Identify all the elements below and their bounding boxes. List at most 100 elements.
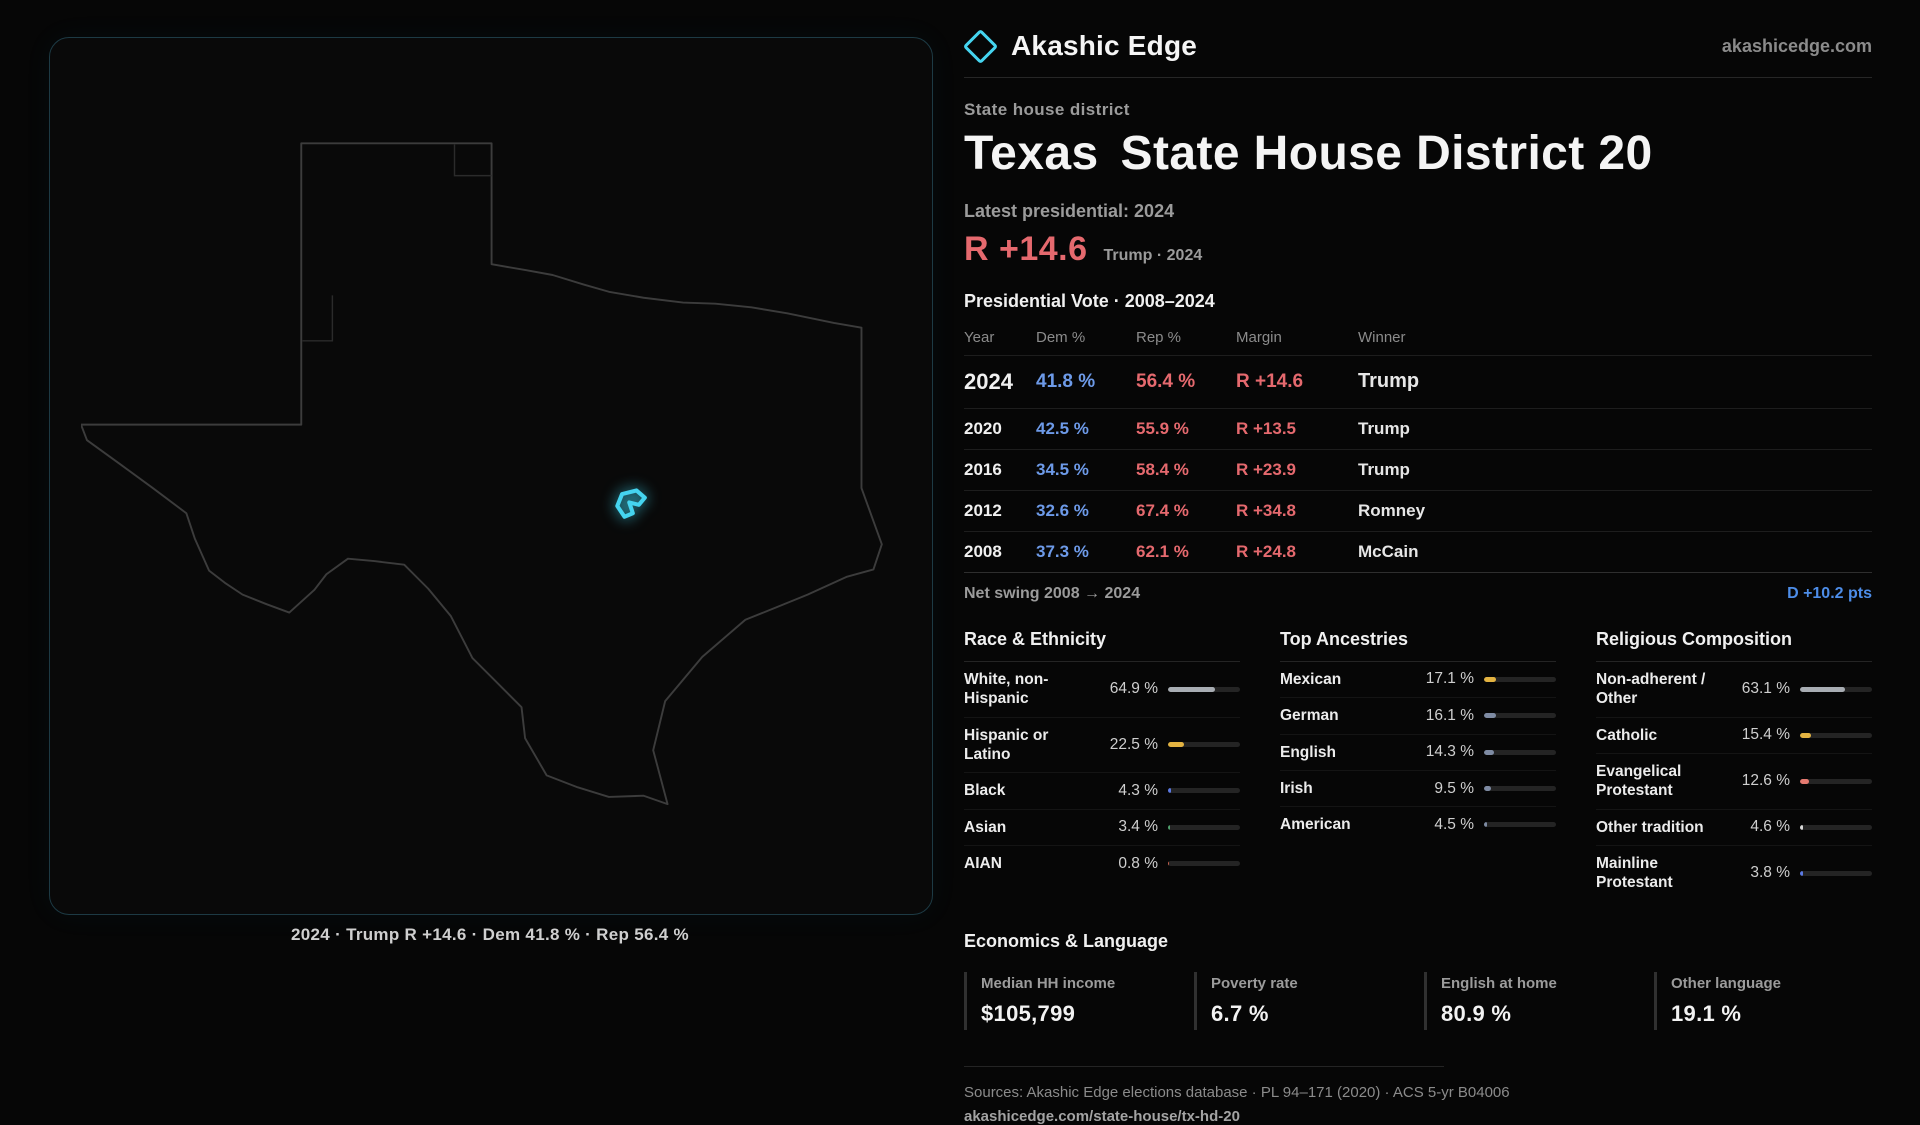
demo-label: AIAN <box>964 855 1002 873</box>
net-swing-row: Net swing 2008 → 2024 D +10.2 pts <box>964 571 1872 607</box>
demo-row: Mexican 17.1 % <box>1280 662 1556 699</box>
stat-label: Poverty rate <box>1211 974 1298 992</box>
vote-cell-winner: McCain <box>1358 541 1419 561</box>
demographics-section: Race & Ethnicity White, non-Hispanic 64.9… <box>964 629 1872 901</box>
vote-cell-dem: 34.5 % <box>1036 459 1089 479</box>
demo-bar <box>1800 824 1872 830</box>
map-caption: 2024 · Trump R +14.6 · Dem 41.8 % · Rep … <box>291 925 689 944</box>
demo-row: Other tradition 4.6 % <box>1596 810 1872 847</box>
map-detail-lines <box>302 144 492 342</box>
demo-value: 3.4 % <box>1118 818 1158 836</box>
demo-label: Black <box>964 782 1006 800</box>
vote-row-2012: 2012 32.6 % 67.4 % R +34.8 Romney <box>964 489 1872 531</box>
stat-poverty-rate: Poverty rate 6.7 % <box>1194 971 1412 1030</box>
demo-label: Mainline Protestant <box>1596 855 1673 892</box>
vote-cell-dem: 37.3 % <box>1036 541 1089 561</box>
demo-value: 14.3 % <box>1425 743 1474 761</box>
demo-row: AIAN 0.8 % <box>964 846 1240 881</box>
headline-margin-row: R +14.6 Trump · 2024 <box>964 230 1872 269</box>
vote-row-2024: 2024 41.8 % 56.4 % R +14.6 Trump <box>964 354 1872 408</box>
demo-label: Non-adherent / Other <box>1596 670 1706 708</box>
demo-label: English <box>1280 743 1336 761</box>
vote-cell-rep: 67.4 % <box>1136 500 1189 520</box>
report-header: Akashic Edge akashicedge.com <box>962 28 1872 78</box>
demo-value: 4.5 % <box>1434 815 1474 833</box>
vote-cell-dem: 32.6 % <box>1036 500 1089 520</box>
top-ancestries-column: Top Ancestries Mexican 17.1 % German 16.1 %… <box>1280 629 1556 901</box>
race-ethnicity-title: Race & Ethnicity <box>964 629 1240 662</box>
vote-cell-winner: Romney <box>1358 500 1426 520</box>
demo-bar <box>1800 686 1872 692</box>
district-highlight-marker[interactable] <box>615 488 647 519</box>
demo-bar <box>1168 686 1240 692</box>
vote-row-2016: 2016 34.5 % 58.4 % R +23.9 Trump <box>964 448 1872 490</box>
page-title-state: Texas <box>964 127 1099 180</box>
demo-bar <box>1800 732 1872 738</box>
demo-bar <box>1484 822 1556 828</box>
stat-label: Median HH income <box>981 974 1116 992</box>
vote-cell-marg: R +23.9 <box>1236 459 1297 479</box>
vote-cell-rep: 56.4 % <box>1136 370 1196 392</box>
demo-row: Evangelical Protestant 12.6 % <box>1596 754 1872 810</box>
stat-value: 6.7 % <box>1211 1000 1269 1026</box>
demo-label: Evangelical Protestant <box>1596 762 1682 800</box>
vote-cell-dem: 42.5 % <box>1036 418 1089 438</box>
demo-row: English 14.3 % <box>1280 735 1556 771</box>
demo-bar <box>1168 861 1240 867</box>
demo-label: Irish <box>1280 779 1313 797</box>
col-year: Year <box>964 328 995 346</box>
demo-row: White, non-Hispanic 64.9 % <box>964 662 1240 718</box>
brand-diamond-icon <box>962 28 999 64</box>
presidential-vote-table: Year Dem % Rep % Margin Winner 2024 41.8 … <box>964 320 1872 607</box>
vote-cell-marg: R +14.6 <box>1236 370 1304 392</box>
demo-row: Hispanic or Latino 22.5 % <box>964 718 1240 774</box>
demo-value: 0.8 % <box>1118 854 1158 872</box>
demo-label: Asian <box>964 818 1007 836</box>
net-swing-label: Net swing 2008 → 2024 <box>964 584 1141 602</box>
stat-other-language: Other language 19.1 % <box>1654 971 1872 1030</box>
stat-english-at-home: English at home 80.9 % <box>1424 971 1642 1030</box>
stat-value: $105,799 <box>981 1000 1076 1026</box>
demo-row: Asian 3.4 % <box>964 810 1240 847</box>
demo-value: 63.1 % <box>1741 680 1790 698</box>
demo-value: 4.6 % <box>1750 818 1790 836</box>
religious-composition-column: Religious Composition Non-adherent / Oth… <box>1596 629 1872 901</box>
demo-label: Catholic <box>1596 726 1658 744</box>
net-swing-value: D +10.2 pts <box>1787 584 1872 602</box>
demo-row: Non-adherent / Other 63.1 % <box>1596 662 1872 718</box>
footer-divider <box>964 1065 1444 1067</box>
demo-value: 9.5 % <box>1434 779 1474 797</box>
demo-bar <box>1800 870 1872 876</box>
demo-value: 17.1 % <box>1425 670 1474 688</box>
demo-label: American <box>1280 816 1351 834</box>
latest-presidential-label: Latest presidential: 2024 <box>964 200 1175 221</box>
demo-value: 3.8 % <box>1750 864 1790 882</box>
demo-row: Catholic 15.4 % <box>1596 718 1872 754</box>
stat-label: Other language <box>1671 974 1782 992</box>
stat-label: English at home <box>1441 974 1557 992</box>
stat-median-hh-income: Median HH income $105,799 <box>964 971 1182 1030</box>
demo-bar <box>1168 788 1240 794</box>
demo-bar <box>1168 824 1240 830</box>
demo-value: 64.9 % <box>1109 680 1158 698</box>
vote-cell-dem: 41.8 % <box>1036 370 1096 392</box>
headline-margin-context: Trump · 2024 <box>1103 246 1203 264</box>
demo-bar <box>1484 713 1556 719</box>
stat-value: 80.9 % <box>1441 1000 1512 1026</box>
demo-label: German <box>1280 707 1339 725</box>
religious-composition-title: Religious Composition <box>1596 629 1872 662</box>
vote-cell-marg: R +13.5 <box>1236 418 1297 438</box>
brand-domain-link[interactable]: akashicedge.com <box>1721 35 1872 56</box>
demo-label: Hispanic or Latino <box>964 726 1049 763</box>
col-winner: Winner <box>1358 328 1406 346</box>
col-margin: Margin <box>1236 328 1282 346</box>
vote-cell-winner: Trump <box>1358 370 1420 393</box>
top-ancestries-title: Top Ancestries <box>1280 629 1556 662</box>
vote-cell-winner: Trump <box>1358 459 1410 479</box>
vote-cell-rep: 62.1 % <box>1136 541 1189 561</box>
col-dem: Dem % <box>1036 328 1086 346</box>
vote-cell-winner: Trump <box>1358 418 1410 438</box>
demo-value: 16.1 % <box>1425 706 1474 724</box>
footer-permalink[interactable]: akashicedge.com/state-house/tx-hd-20 <box>964 1107 1240 1125</box>
demo-value: 12.6 % <box>1741 772 1790 790</box>
